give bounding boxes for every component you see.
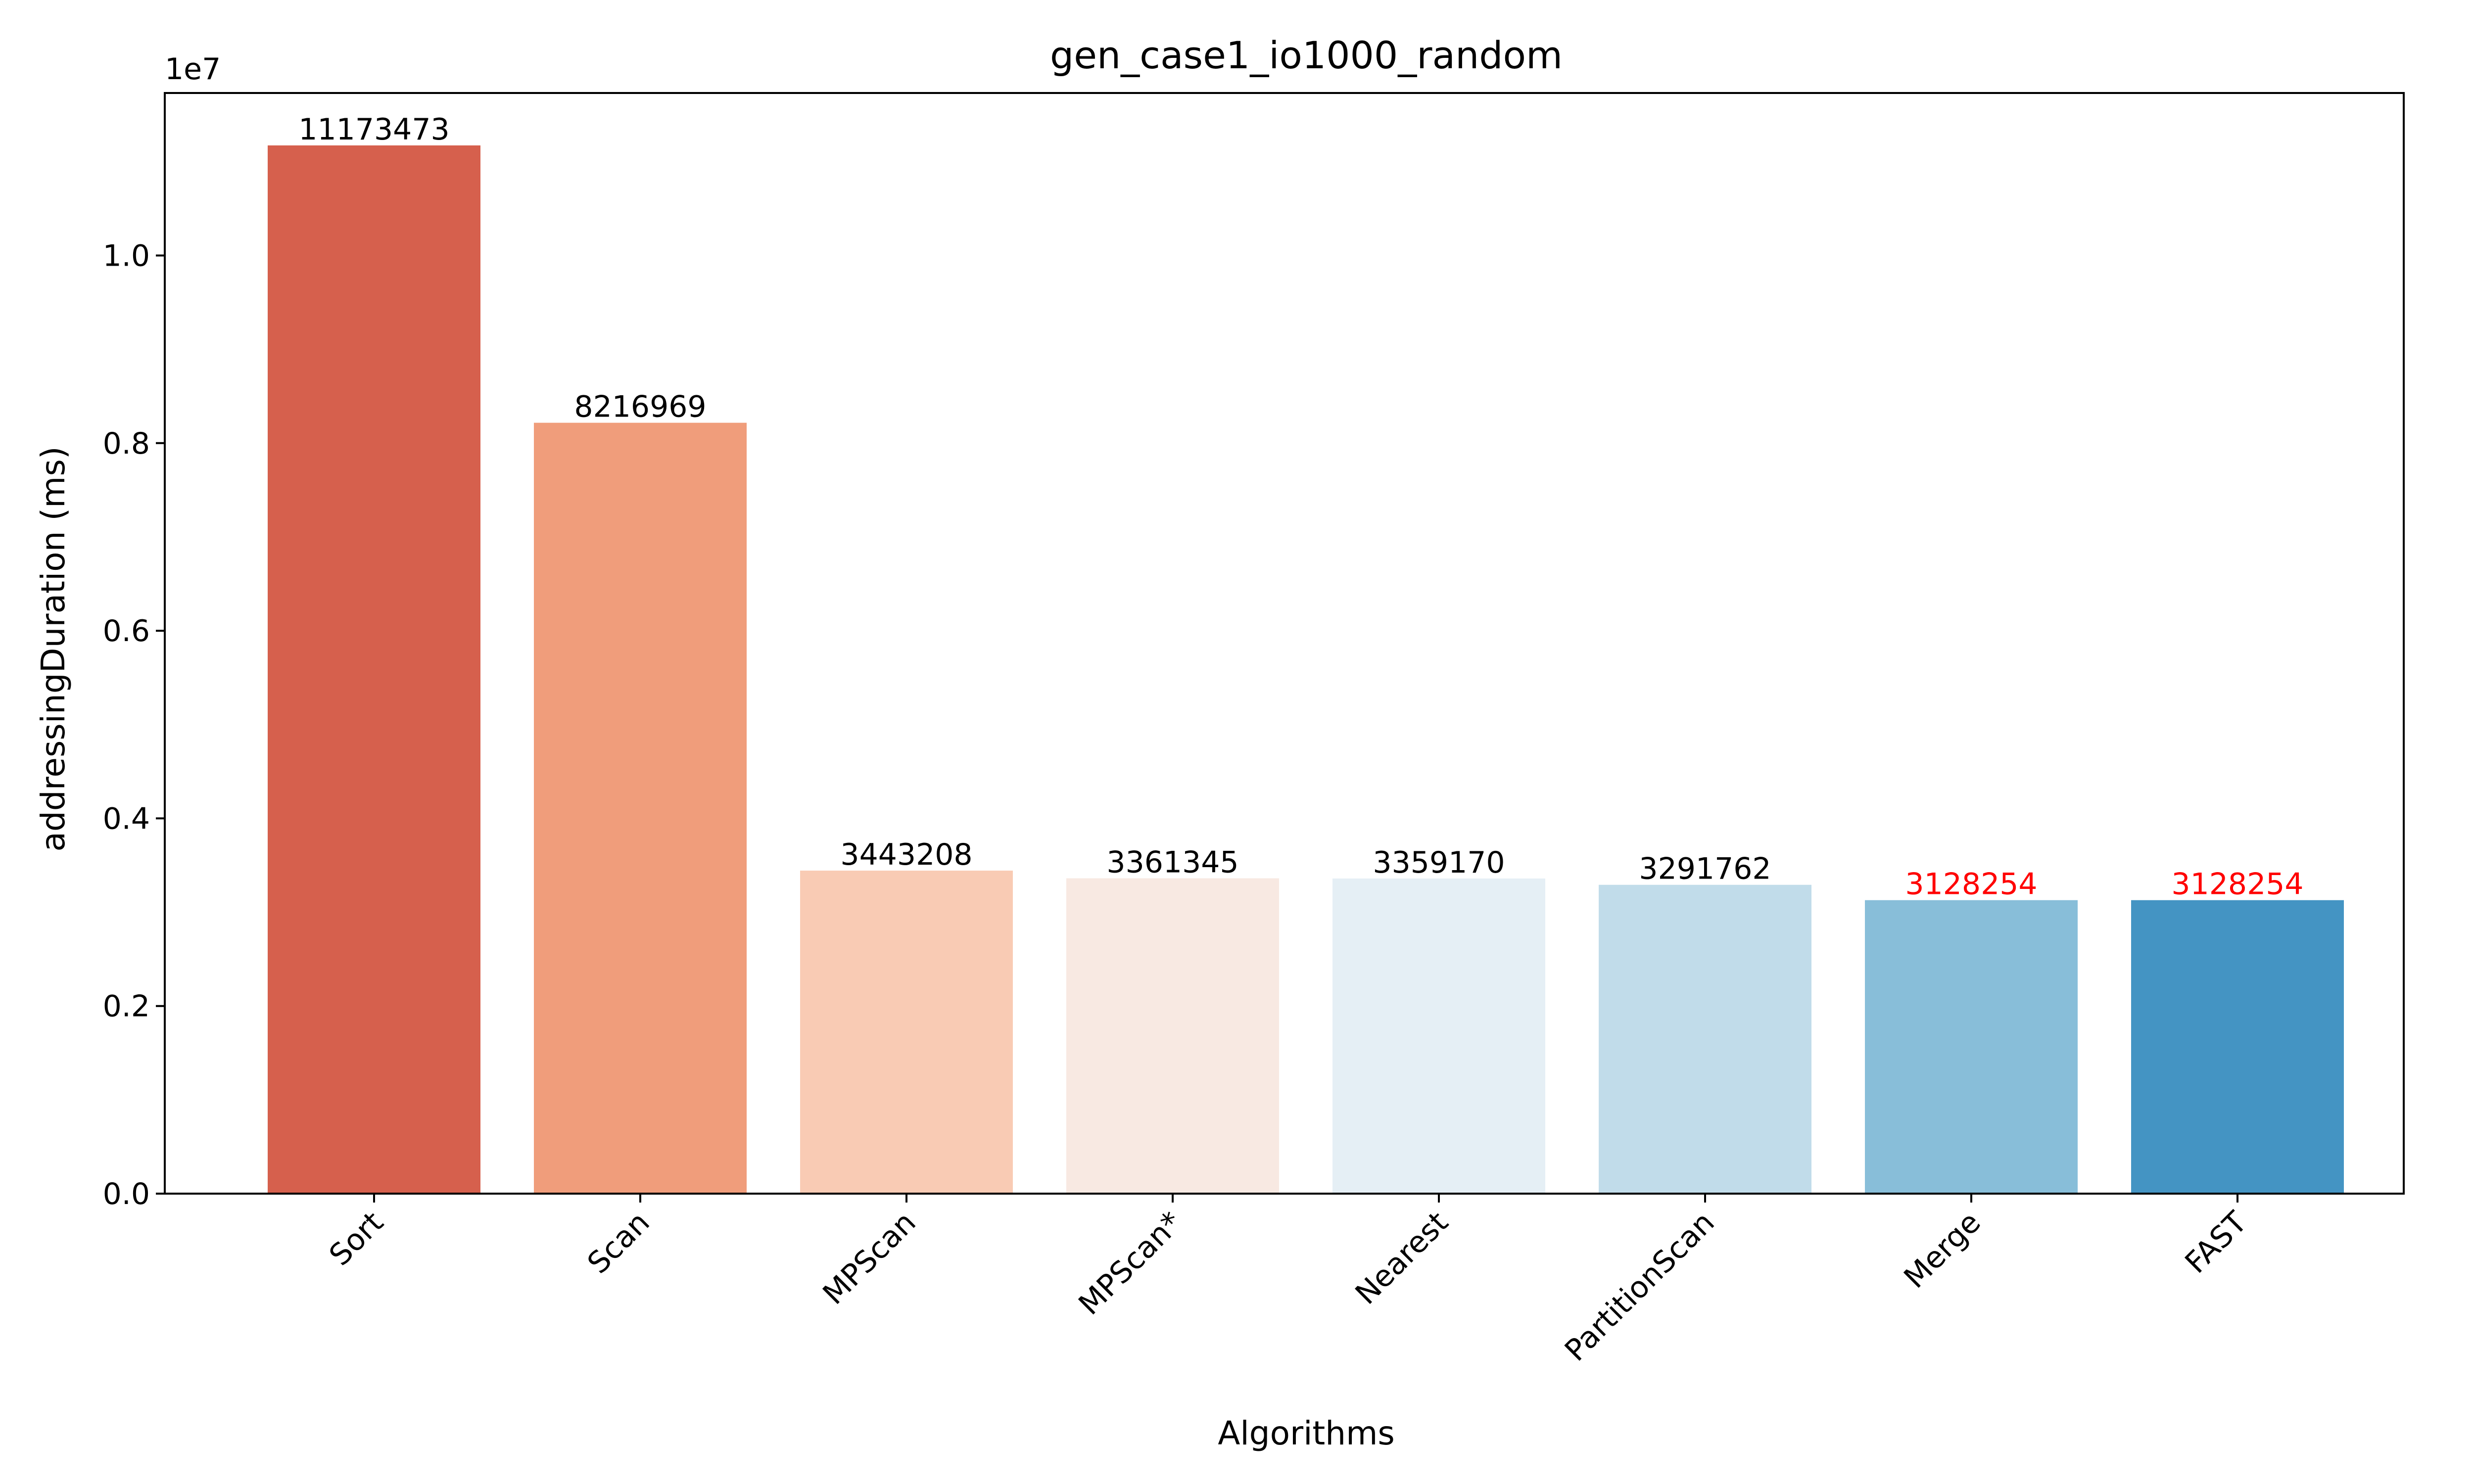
y-axis-offset-text: 1e7 bbox=[165, 52, 221, 87]
y-axis-ticks: 0.0 0.2 0.4 0.6 0.8 1.0 bbox=[103, 239, 165, 1211]
bar-value-label: 3128254 bbox=[1905, 867, 2037, 902]
plot-area-frame bbox=[164, 92, 2405, 1195]
bar-value-label: 3291762 bbox=[1639, 852, 1771, 886]
y-axis-label: addressingDuration (ms) bbox=[34, 446, 72, 851]
bar-merge bbox=[1865, 900, 2078, 1194]
bar-value-label: 3128254 bbox=[2171, 867, 2303, 902]
bar-value-label: 3361345 bbox=[1106, 845, 1238, 880]
bar-sort bbox=[268, 145, 480, 1194]
bar-value-label: 3359170 bbox=[1373, 845, 1505, 880]
x-axis-label: Algorithms bbox=[1218, 1414, 1395, 1452]
bar-fast bbox=[2131, 900, 2344, 1194]
y-tick-label: 1.0 bbox=[103, 239, 150, 274]
y-tick-label: 0.0 bbox=[103, 1177, 150, 1211]
y-tick-label: 0.6 bbox=[103, 614, 150, 649]
bar-value-label: 3443208 bbox=[840, 837, 972, 872]
chart-title: gen_case1_io1000_random bbox=[1050, 33, 1563, 77]
bar-scan bbox=[534, 422, 747, 1194]
y-tick-label: 0.2 bbox=[103, 989, 150, 1024]
bar-value-label: 11173473 bbox=[298, 112, 449, 147]
bar-mpscan- bbox=[1066, 878, 1279, 1194]
y-tick-label: 0.8 bbox=[103, 426, 150, 461]
bar-value-labels: 11173473 8216969 3443208 3361345 3359170 3291… bbox=[298, 112, 2303, 902]
bar-value-label: 8216969 bbox=[574, 390, 706, 424]
bar-mpscan bbox=[800, 870, 1013, 1194]
bars bbox=[268, 145, 2344, 1194]
bar-nearest bbox=[1332, 878, 1545, 1194]
bar-partitionscan bbox=[1599, 884, 1811, 1194]
y-tick-label: 0.4 bbox=[103, 801, 150, 836]
